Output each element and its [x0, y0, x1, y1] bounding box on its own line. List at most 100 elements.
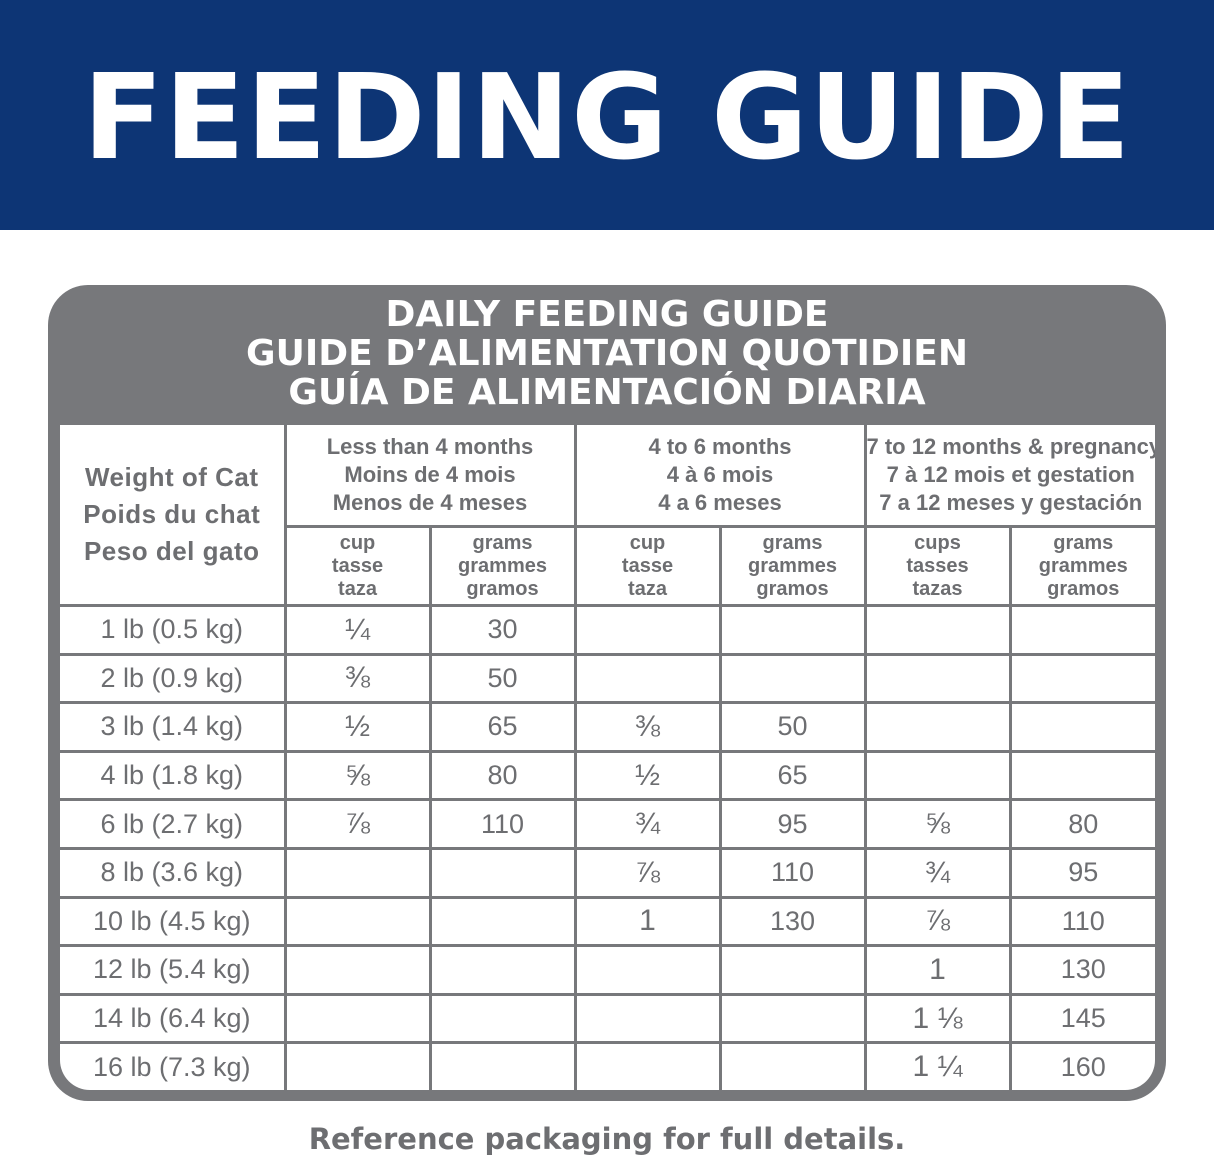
cup-cell: ¾: [863, 846, 1012, 899]
grams-cell: 110: [718, 846, 867, 899]
unit-header: cup tasse taza: [573, 525, 722, 607]
age-group-line: Menos de 4 meses: [332, 490, 528, 515]
cup-cell: 1 ⅛: [863, 992, 1012, 1045]
age-group-line: 7 to 12 months & pregnancy: [866, 434, 1155, 459]
grams-cell: 50: [718, 701, 867, 753]
data-row: 14 lb (6.4 kg) 1 ⅛ 145: [60, 992, 1155, 1045]
weight-cell: 16 lb (7.3 kg): [60, 1041, 287, 1090]
grams-cell: [428, 1041, 577, 1090]
grams-cell: 65: [428, 701, 577, 753]
cup-cell: ½: [573, 749, 722, 802]
cup-cell: [573, 944, 722, 996]
grams-cell: 30: [428, 604, 577, 656]
age-group-line: 4 à 6 mois: [666, 462, 774, 487]
grams-cell: 95: [718, 798, 867, 850]
unit-header-row: cup tasse taza grams grammes gramos cup tasse ta…: [60, 525, 1155, 607]
data-row: 16 lb (7.3 kg) 1 ¼ 160: [60, 1041, 1155, 1090]
grams-cell: 110: [1008, 895, 1155, 948]
grams-cell: [718, 652, 867, 705]
cup-cell: 1: [573, 895, 722, 948]
cup-cell: [573, 1041, 722, 1090]
data-row: 10 lb (4.5 kg) 1 130 ⅞ 110: [60, 895, 1155, 948]
grams-cell: [428, 944, 577, 996]
data-row: 4 lb (1.8 kg) ⅝ 80 ½ 65: [60, 749, 1155, 802]
weight-cell: 6 lb (2.7 kg): [60, 798, 287, 850]
weight-cell: 10 lb (4.5 kg): [60, 895, 287, 948]
grams-cell: [1008, 652, 1155, 705]
age-group-header: Less than 4 months Moins de 4 mois Menos d…: [283, 422, 577, 528]
unit-line: grammes: [1038, 554, 1128, 577]
grams-cell: [718, 992, 867, 1045]
unit-line: grammes: [458, 554, 547, 577]
unit-line: taza: [628, 577, 667, 600]
weight-cell: 1 lb (0.5 kg): [60, 604, 287, 656]
unit-header: grams grammes gramos: [428, 525, 577, 607]
panel-title-line: GUIDE D’ALIMENTATION QUOTIDIEN: [246, 333, 968, 374]
group-header-row: Weight of Cat Poids du chat Peso del gato L…: [60, 422, 1155, 607]
data-row: 6 lb (2.7 kg) ⅞ 110 ¾ 95 ⅝ 80: [60, 798, 1155, 850]
grams-cell: [718, 604, 867, 656]
cup-cell: [573, 992, 722, 1045]
cup-cell: ⅞: [573, 846, 722, 899]
unit-line: cups: [914, 531, 961, 554]
unit-line: tasses: [906, 554, 969, 577]
grams-cell: [428, 846, 577, 899]
cup-cell: [283, 992, 432, 1045]
data-row: 1 lb (0.5 kg) ¼ 30: [60, 604, 1155, 656]
cup-cell: [573, 652, 722, 705]
grams-cell: 160: [1008, 1041, 1155, 1090]
unit-line: gramos: [756, 577, 829, 600]
feeding-panel: DAILY FEEDING GUIDE GUIDE D’ALIMENTATION …: [48, 285, 1166, 1101]
grams-cell: 110: [428, 798, 577, 850]
grams-cell: [428, 992, 577, 1045]
age-group-line: 4 a 6 meses: [658, 490, 782, 515]
unit-line: gramos: [466, 577, 539, 600]
feeding-table: Weight of Cat Poids du chat Peso del gato L…: [60, 422, 1155, 1090]
cup-cell: [283, 895, 432, 948]
cup-cell: ¼: [283, 604, 432, 656]
grams-cell: [1008, 749, 1155, 802]
data-row: 12 lb (5.4 kg) 1 130: [60, 944, 1155, 996]
grams-cell: [428, 895, 577, 948]
cup-cell: ⅝: [283, 749, 432, 802]
grams-cell: 80: [428, 749, 577, 802]
cup-cell: ⅞: [283, 798, 432, 850]
cup-cell: [573, 604, 722, 656]
weight-cell: 12 lb (5.4 kg): [60, 944, 287, 996]
unit-header: cup tasse taza: [285, 525, 432, 607]
unit-line: gramos: [1047, 577, 1120, 600]
weight-header: Weight of Cat Poids du chat Peso del gato: [60, 422, 287, 607]
unit-header: grams grammes gramos: [718, 525, 867, 607]
unit-line: taza: [338, 577, 377, 600]
grams-cell: [718, 944, 867, 996]
data-row: 8 lb (3.6 kg) ⅞ 110 ¾ 95: [60, 846, 1155, 899]
weight-cell: 3 lb (1.4 kg): [60, 701, 287, 753]
unit-header: grams grammes gramos: [1008, 525, 1155, 607]
grams-cell: 130: [1008, 944, 1155, 996]
unit-header: cups tasses tazas: [863, 525, 1012, 607]
weight-cell: 14 lb (6.4 kg): [60, 992, 287, 1045]
unit-line: grams: [472, 531, 533, 554]
panel-title-line: GUÍA DE ALIMENTACIÓN DIARIA: [288, 372, 926, 413]
grams-cell: [1008, 701, 1155, 753]
cup-cell: [863, 604, 1012, 656]
cup-cell: ½: [283, 701, 432, 753]
age-group-header: 7 to 12 months & pregnancy 7 à 12 mois et…: [863, 422, 1155, 528]
table-wrap: Weight of Cat Poids du chat Peso del gato L…: [60, 422, 1155, 1090]
weight-header-line: Weight of Cat: [84, 462, 259, 492]
grams-cell: 80: [1008, 798, 1155, 850]
cup-cell: [283, 1041, 432, 1090]
unit-line: tazas: [912, 577, 963, 600]
weight-cell: 2 lb (0.9 kg): [60, 652, 287, 705]
weight-header-line: Poids du chat: [83, 499, 261, 529]
grams-cell: 95: [1008, 846, 1155, 899]
cup-cell: 1: [863, 944, 1012, 996]
grams-cell: 65: [718, 749, 867, 802]
unit-line: grammes: [748, 554, 837, 577]
grams-cell: 130: [718, 895, 867, 948]
grams-cell: [1008, 604, 1155, 656]
age-group-line: Less than 4 months: [326, 434, 534, 459]
cup-cell: ⅜: [573, 701, 722, 753]
panel-title: DAILY FEEDING GUIDE GUIDE D’ALIMENTATION …: [48, 295, 1166, 412]
